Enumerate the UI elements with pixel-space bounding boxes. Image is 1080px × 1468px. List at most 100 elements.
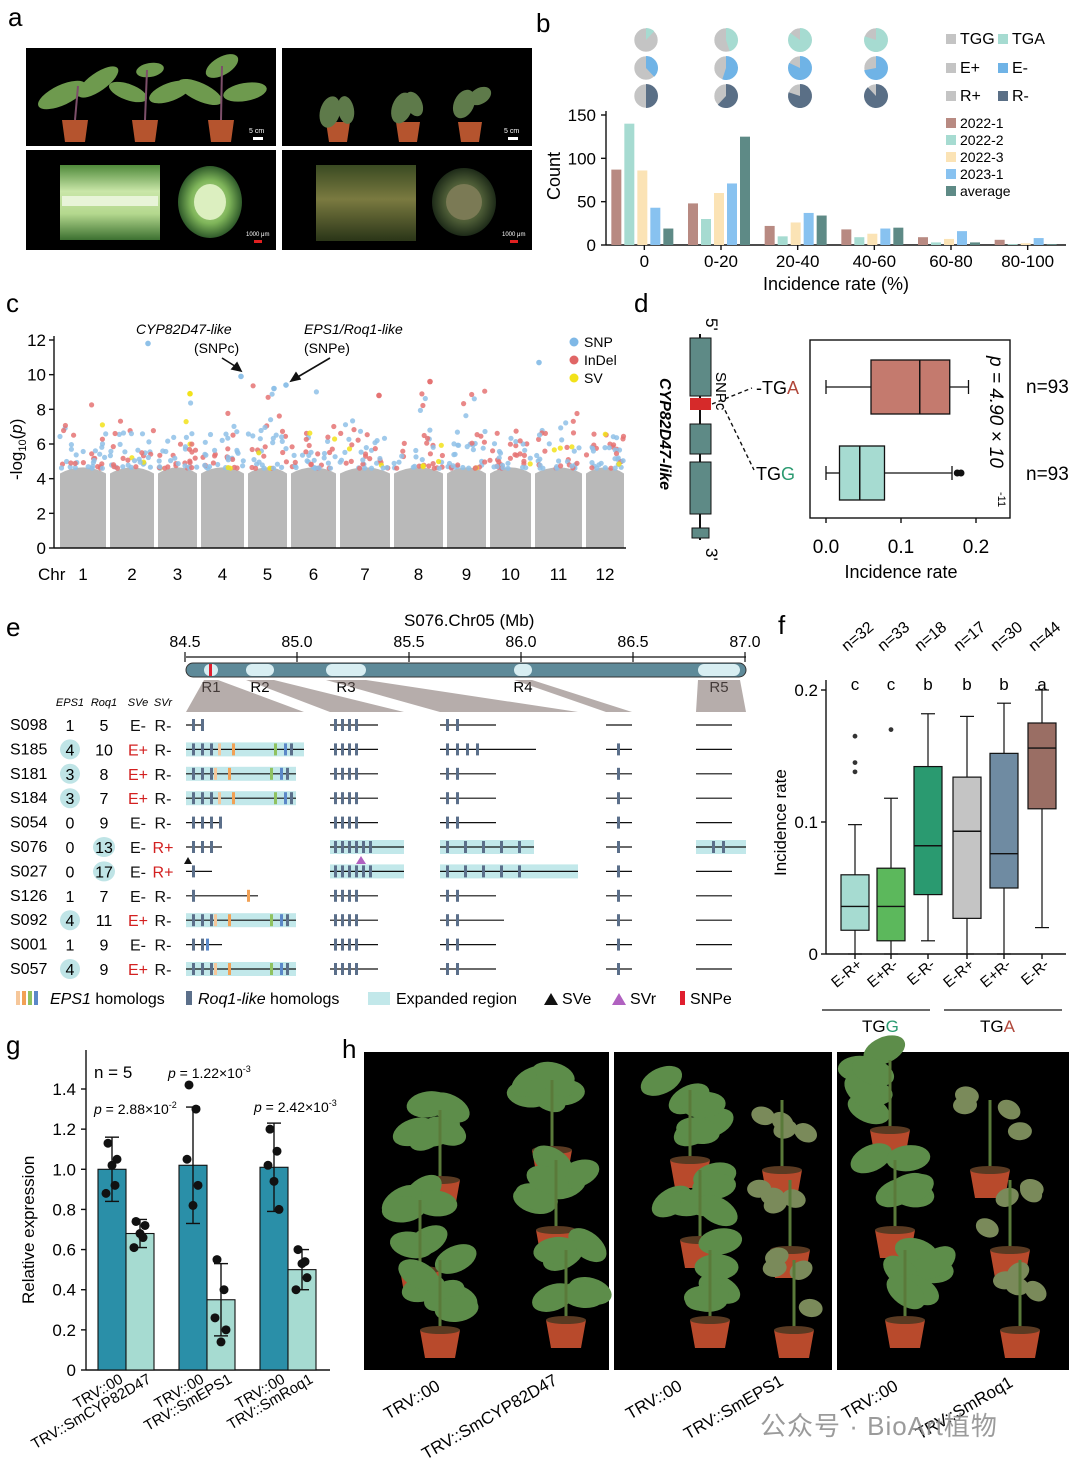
data-point: [191, 1104, 201, 1114]
y-axis-label: Relative expression: [19, 1156, 38, 1304]
soil: [690, 1316, 730, 1324]
region-marker: [246, 664, 274, 676]
snp-point: [67, 464, 73, 470]
data-point: [221, 1325, 231, 1335]
bar: [777, 236, 788, 245]
snp-point: [348, 458, 354, 464]
snp-point: [505, 465, 511, 471]
snp-point: [99, 465, 105, 471]
x-axis-label: Incidence rate (%): [763, 274, 909, 294]
leaf: [398, 1259, 440, 1291]
pie-slice: [864, 28, 889, 52]
leaf: [851, 1057, 895, 1087]
legend-swatch: [28, 991, 32, 1005]
pie-slice: [717, 84, 739, 108]
snp-point: [225, 465, 231, 471]
roq1-gene: [341, 816, 344, 829]
snp-point: [308, 461, 314, 467]
snp-point: [332, 454, 338, 460]
sve-state: E+: [128, 962, 148, 979]
snp-point: [427, 451, 433, 457]
legend-swatch: [946, 34, 956, 44]
y-tick-label: 0.2: [52, 1321, 76, 1340]
snp-point: [410, 464, 416, 470]
sve-state: E-: [130, 840, 146, 857]
bar: [841, 229, 852, 245]
snp-point: [416, 463, 422, 469]
snp-point: [591, 431, 597, 437]
snp-point: [146, 439, 152, 445]
bar: [893, 227, 904, 245]
snp-point: [537, 456, 543, 462]
snp-point: [225, 410, 231, 416]
legend-expanded-region: Expanded region: [396, 991, 517, 1008]
snp-point: [554, 464, 560, 470]
eps1-gene: [280, 914, 283, 927]
x-tick-label: E-R+: [940, 956, 978, 991]
snp-point: [558, 463, 564, 469]
roq1-gene: [334, 865, 337, 878]
roq1-gene: [334, 938, 337, 951]
roq1-gene: [446, 816, 449, 829]
annotation-snpc: (SNPc): [194, 340, 239, 356]
region-marker: [326, 664, 366, 676]
snp-point: [569, 444, 575, 450]
bar: [803, 212, 814, 245]
pie-slice: [726, 28, 739, 52]
roq1-gene: [341, 963, 344, 975]
legend-r-plus: R+: [960, 88, 981, 105]
snp-point: [234, 429, 240, 435]
snp-point: [478, 433, 484, 439]
watermark: 公众号 · BioArt植物: [760, 1411, 998, 1441]
snp-point: [157, 452, 163, 458]
snp-point: [613, 451, 620, 457]
legend-roq1-homologs: Roq1-like homologs: [198, 991, 339, 1008]
snp-point: [71, 432, 77, 438]
legend-snp: SNP: [584, 334, 613, 350]
treatment-label: TRV::00: [381, 1376, 444, 1423]
snp-point: [99, 436, 105, 442]
accession-id: S185: [10, 741, 47, 758]
roq1-count: 11: [96, 913, 113, 930]
leaf: [676, 1117, 720, 1145]
bar: [1046, 244, 1057, 245]
roq1-gene: [201, 816, 204, 829]
n-label: n=18: [912, 619, 951, 655]
plot-frame: [809, 339, 1011, 519]
snp-point: [450, 463, 456, 469]
snp-point: [332, 436, 338, 442]
snp-point: [282, 433, 289, 439]
snp-point: [133, 464, 139, 470]
eps1-count: 1: [66, 938, 75, 955]
box: [1027, 722, 1057, 810]
pot: [1000, 1330, 1040, 1358]
snp-point: [321, 450, 328, 457]
group-tgg: TGG: [862, 1017, 899, 1036]
snp-point: [212, 447, 218, 453]
snp-point: [293, 464, 299, 471]
data-point: [184, 1080, 194, 1090]
snp-point: [116, 431, 122, 437]
roq1-gene: [369, 841, 372, 853]
zoom-fan: [326, 680, 578, 712]
roq1-gene: [456, 767, 459, 780]
accession-id: S098: [10, 717, 47, 734]
x-tick-label: E-R-: [1018, 956, 1053, 989]
roq1-count: 8: [100, 767, 109, 784]
roq1-gene: [446, 792, 449, 805]
snp-point: [473, 465, 479, 471]
legend-sv: SV: [584, 370, 603, 386]
roq1-count: 9: [100, 816, 109, 833]
snp-point: [374, 438, 380, 444]
snp-point: [299, 452, 306, 458]
background-snps: [394, 467, 443, 548]
treatment-label: TRV::00: [623, 1376, 686, 1423]
snp-point: [346, 446, 353, 452]
y-tick-label: 0.8: [52, 1200, 76, 1219]
allele-tga: -TGA: [756, 378, 799, 398]
eps1-gene: [247, 889, 250, 902]
legend-r-minus: R-: [1012, 88, 1029, 105]
snp-point: [507, 455, 513, 461]
roq1-gene: [712, 841, 715, 853]
snp-point: [327, 465, 334, 471]
